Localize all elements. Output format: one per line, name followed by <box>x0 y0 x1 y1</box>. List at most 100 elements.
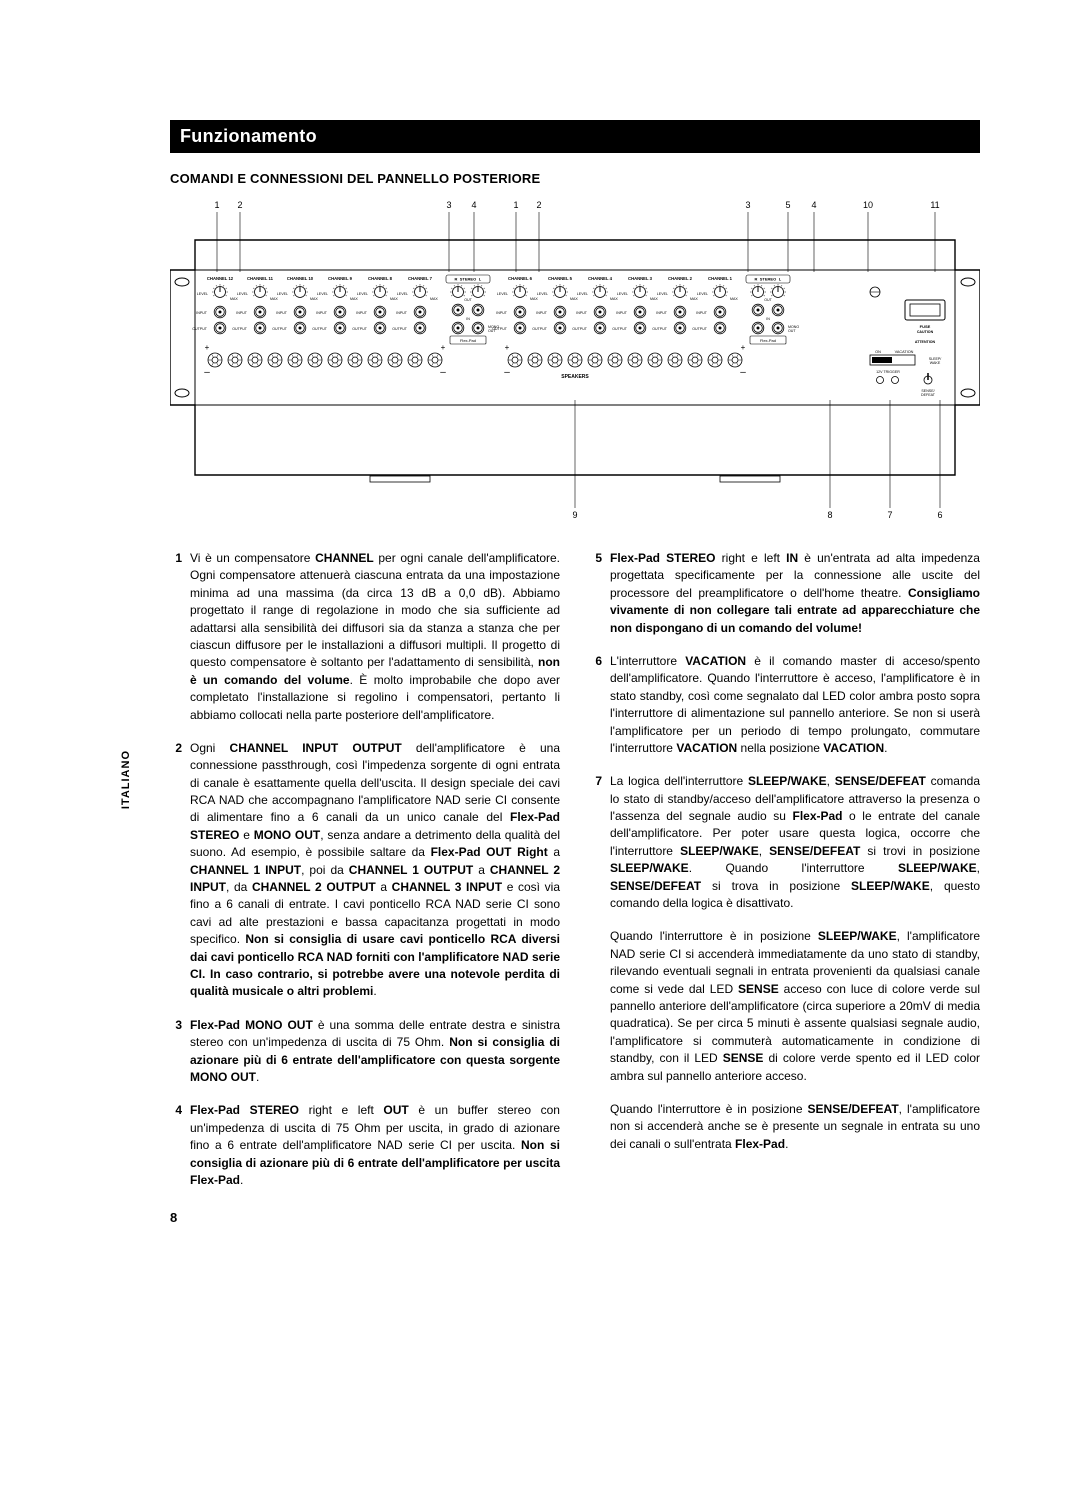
svg-text:MAX: MAX <box>610 297 618 301</box>
svg-text:IN: IN <box>766 317 770 321</box>
item-number: 5 <box>590 550 610 637</box>
svg-text:CHANNEL 9: CHANNEL 9 <box>328 276 353 281</box>
svg-text:1: 1 <box>214 200 219 210</box>
svg-text:–: – <box>504 367 510 378</box>
svg-text:–: – <box>740 367 746 378</box>
body-item: 5Flex-Pad STEREO right e left IN è un'en… <box>590 550 980 637</box>
svg-text:8: 8 <box>827 510 832 520</box>
svg-text:CHANNEL 6: CHANNEL 6 <box>508 276 533 281</box>
svg-text:R: R <box>755 277 758 282</box>
svg-text:IN: IN <box>466 317 470 321</box>
body-item: Quando l'interruttore è in posizione SLE… <box>590 928 980 1085</box>
svg-text:OUTPUT: OUTPUT <box>652 327 668 331</box>
svg-text:LEVEL: LEVEL <box>277 292 288 296</box>
svg-text:OUTPUT: OUTPUT <box>192 327 208 331</box>
svg-text:OUTPUT: OUTPUT <box>312 327 328 331</box>
svg-text:INPUT: INPUT <box>496 311 508 315</box>
svg-text:INPUT: INPUT <box>396 311 408 315</box>
svg-text:–: – <box>204 367 210 378</box>
body-item: Quando l'interruttore è in posizione SEN… <box>590 1101 980 1153</box>
svg-text:LEVEL: LEVEL <box>497 292 508 296</box>
svg-text:INPUT: INPUT <box>356 311 368 315</box>
svg-text:–: – <box>440 367 446 378</box>
item-text: Vi è un compensatore CHANNEL per ogni ca… <box>190 550 560 724</box>
svg-text:LEVEL: LEVEL <box>197 292 208 296</box>
svg-text:MAX: MAX <box>690 297 698 301</box>
svg-text:MAX: MAX <box>390 297 398 301</box>
svg-text:MAX: MAX <box>430 297 438 301</box>
svg-text:CHANNEL 1: CHANNEL 1 <box>708 276 733 281</box>
svg-text:OUTPUT: OUTPUT <box>612 327 628 331</box>
svg-text:1: 1 <box>513 200 518 210</box>
svg-text:OUT: OUT <box>464 298 472 302</box>
body-item: 1Vi è un compensatore CHANNEL per ogni c… <box>170 550 560 724</box>
svg-text:3: 3 <box>446 200 451 210</box>
item-text: Ogni CHANNEL INPUT OUTPUT dell'amplifica… <box>190 740 560 1001</box>
section-subtitle: COMANDI E CONNESSIONI DEL PANNELLO POSTE… <box>170 171 980 186</box>
svg-text:MAX: MAX <box>650 297 658 301</box>
svg-text:INPUT: INPUT <box>236 311 248 315</box>
svg-text:OUT: OUT <box>488 329 496 333</box>
svg-text:SPEAKERS: SPEAKERS <box>561 374 589 380</box>
svg-text:4: 4 <box>471 200 476 210</box>
svg-text:MAX: MAX <box>270 297 278 301</box>
svg-text:INPUT: INPUT <box>696 311 708 315</box>
svg-text:OUTPUT: OUTPUT <box>272 327 288 331</box>
item-number: 4 <box>170 1102 190 1189</box>
svg-text:LEVEL: LEVEL <box>657 292 668 296</box>
item-number <box>590 928 610 1085</box>
svg-text:OUTPUT: OUTPUT <box>392 327 408 331</box>
body-item: 4Flex-Pad STEREO right e left OUT è un b… <box>170 1102 560 1189</box>
svg-text:INPUT: INPUT <box>576 311 588 315</box>
svg-text:OUT: OUT <box>764 298 772 302</box>
svg-text:+: + <box>441 343 446 352</box>
svg-text:LEVEL: LEVEL <box>357 292 368 296</box>
svg-text:STEREO: STEREO <box>460 277 476 282</box>
svg-text:Flex-Pad: Flex-Pad <box>760 338 776 343</box>
svg-text:L: L <box>779 277 782 282</box>
svg-text:CHANNEL 4: CHANNEL 4 <box>588 276 613 281</box>
svg-text:LEVEL: LEVEL <box>397 292 408 296</box>
svg-text:MAX: MAX <box>730 297 738 301</box>
left-column: 1Vi è un compensatore CHANNEL per ogni c… <box>170 550 560 1205</box>
svg-text:3: 3 <box>745 200 750 210</box>
item-text: Flex-Pad MONO OUT è una somma delle entr… <box>190 1017 560 1087</box>
svg-text:VACATION: VACATION <box>895 350 914 354</box>
svg-text:CHANNEL 11: CHANNEL 11 <box>247 276 274 281</box>
svg-text:Flex-Pad: Flex-Pad <box>460 338 476 343</box>
svg-text:LEVEL: LEVEL <box>577 292 588 296</box>
svg-text:CHANNEL 2: CHANNEL 2 <box>668 276 693 281</box>
item-text: La logica dell'interruttore SLEEP/WAKE, … <box>610 773 980 912</box>
svg-text:LEVEL: LEVEL <box>617 292 628 296</box>
svg-text:LEVEL: LEVEL <box>697 292 708 296</box>
svg-text:2: 2 <box>536 200 541 210</box>
svg-text:INPUT: INPUT <box>656 311 668 315</box>
svg-text:CHANNEL 10: CHANNEL 10 <box>287 276 314 281</box>
svg-text:5: 5 <box>785 200 790 210</box>
svg-text:+: + <box>741 343 746 352</box>
item-number: 2 <box>170 740 190 1001</box>
body-item: 3Flex-Pad MONO OUT è una somma delle ent… <box>170 1017 560 1087</box>
svg-text:INPUT: INPUT <box>316 311 328 315</box>
body-item: 2Ogni CHANNEL INPUT OUTPUT dell'amplific… <box>170 740 560 1001</box>
svg-text:INPUT: INPUT <box>616 311 628 315</box>
svg-text:R: R <box>455 277 458 282</box>
svg-text:INPUT: INPUT <box>196 311 208 315</box>
svg-text:CAUTION: CAUTION <box>917 330 934 334</box>
svg-text:STEREO: STEREO <box>760 277 776 282</box>
body-item: 7La logica dell'interruttore SLEEP/WAKE,… <box>590 773 980 912</box>
svg-text:WAKE: WAKE <box>930 361 941 365</box>
body-columns: 1Vi è un compensatore CHANNEL per ogni c… <box>170 550 980 1205</box>
svg-text:ON: ON <box>875 350 881 354</box>
item-text: Quando l'interruttore è in posizione SEN… <box>610 1101 980 1153</box>
svg-text:OUTPUT: OUTPUT <box>352 327 368 331</box>
svg-text:CHANNEL 3: CHANNEL 3 <box>628 276 653 281</box>
body-item: 6L'interruttore VACATION è il comando ma… <box>590 653 980 757</box>
svg-text:CHANNEL 7: CHANNEL 7 <box>408 276 433 281</box>
svg-text:ATTENTION: ATTENTION <box>915 340 936 344</box>
item-number: 6 <box>590 653 610 757</box>
svg-text:MAX: MAX <box>310 297 318 301</box>
svg-text:9: 9 <box>572 510 577 520</box>
rear-panel-diagram: CHANNEL 12LEVELMAXINPUTOUTPUTCHANNEL 11L… <box>170 200 980 520</box>
page-number: 8 <box>170 1210 177 1225</box>
